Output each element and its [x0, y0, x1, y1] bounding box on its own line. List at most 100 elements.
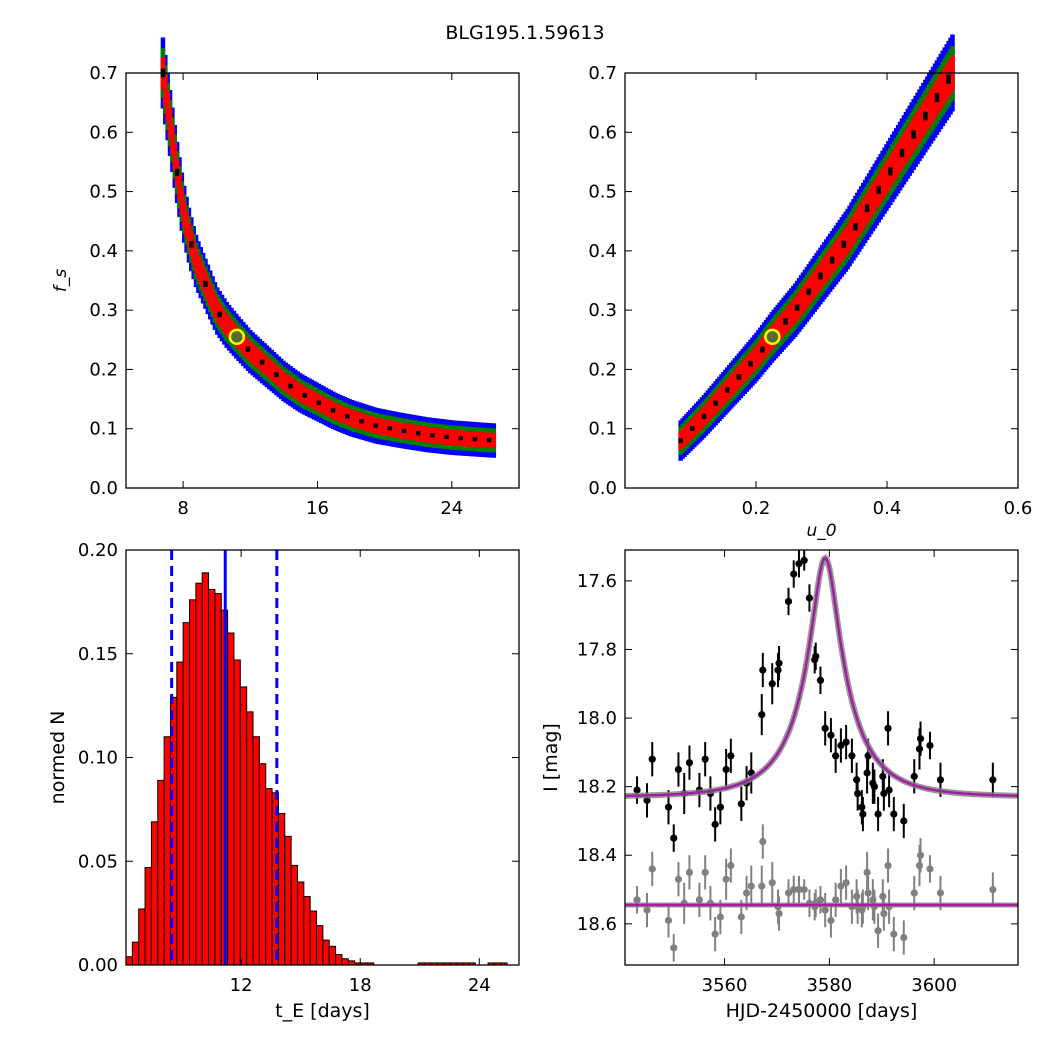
contour-best-cell — [217, 311, 222, 318]
data-point — [842, 879, 850, 887]
contour-2sigma-cell — [827, 242, 833, 284]
contour-2sigma-cell — [427, 422, 433, 448]
contour-1sigma-cell — [241, 334, 246, 354]
contour-2sigma-cell — [707, 394, 713, 426]
contour-2sigma-cell — [290, 373, 296, 402]
contour-1sigma-cell — [738, 364, 744, 386]
histogram-bar — [131, 941, 140, 966]
contour-2sigma-cell — [224, 308, 230, 342]
data-point — [737, 800, 745, 808]
contour-3sigma-cell — [946, 40, 951, 118]
contour-3sigma-cell — [472, 421, 478, 457]
contour-3sigma-cell — [252, 334, 258, 378]
contour-1sigma-cell — [833, 241, 839, 269]
contour-2sigma-cell — [948, 49, 953, 103]
contour-3sigma-cell — [458, 420, 463, 456]
contour-2sigma-cell — [437, 423, 442, 449]
x-tick-label: 8 — [177, 498, 188, 519]
contour-3sigma-cell — [309, 379, 315, 419]
contour-2sigma-cell — [711, 390, 716, 421]
contour-3sigma-cell — [460, 421, 466, 456]
contour-3sigma-cell — [833, 225, 839, 285]
x-tick-label: 16 — [306, 498, 329, 519]
contour-3sigma-cell — [886, 141, 891, 208]
contour-3sigma-cell — [328, 390, 333, 428]
data-point — [811, 656, 819, 664]
contour-1sigma-cell — [293, 380, 298, 399]
contour-1sigma-cell — [899, 137, 905, 169]
contour-2sigma-cell — [713, 387, 718, 419]
x-axis-label: u_0 — [806, 521, 836, 541]
y-axis-label: I [mag] — [540, 723, 562, 792]
contour-3sigma-cell — [907, 105, 913, 176]
contour-3sigma-cell — [940, 50, 946, 127]
contour-layer-3 — [160, 68, 492, 443]
contour-1sigma-cell — [276, 367, 281, 386]
contour-2sigma-cell — [245, 333, 251, 365]
data-point — [800, 556, 808, 564]
contour-2sigma-cell — [489, 428, 494, 453]
contour-3sigma-cell — [278, 358, 284, 400]
contour-3sigma-cell — [892, 131, 897, 200]
contour-3sigma-cell — [333, 392, 338, 431]
contour-2sigma-cell — [837, 228, 843, 271]
contour-3sigma-cell — [926, 73, 932, 147]
contour-1sigma-cell — [779, 314, 784, 338]
contour-3sigma-cell — [425, 417, 430, 453]
contour-1sigma-cell — [196, 255, 201, 279]
contour-1sigma-cell — [297, 383, 303, 402]
data-point — [775, 909, 783, 918]
contour-1sigma-cell — [810, 273, 815, 300]
contour-3sigma-cell — [479, 422, 485, 457]
contour-best-cell — [759, 346, 765, 353]
contour-1sigma-cell — [765, 331, 771, 354]
contour-2sigma-cell — [812, 264, 817, 304]
data-point — [784, 889, 793, 897]
contour-2sigma-cell — [835, 231, 841, 273]
contour-3sigma-cell — [917, 89, 922, 162]
contour-3sigma-cell — [864, 176, 870, 241]
model-curve — [625, 556, 1019, 798]
contour-2sigma-cell — [872, 173, 878, 219]
contour-3sigma-cell — [814, 253, 819, 310]
contour-3sigma-cell — [449, 420, 454, 455]
histogram-bar — [424, 962, 432, 966]
contour-2sigma-cell — [911, 109, 916, 160]
contour-2sigma-cell — [295, 377, 300, 405]
data-point — [859, 810, 867, 818]
contour-2sigma-cell — [347, 404, 352, 431]
contour-3sigma-cell — [756, 330, 761, 380]
contour-3sigma-cell — [829, 230, 835, 290]
contour-2sigma-cell — [709, 392, 714, 423]
contour-3sigma-cell — [771, 309, 777, 361]
contour-1sigma-cell — [479, 431, 485, 448]
contour-1sigma-cell — [460, 430, 466, 447]
data-point — [695, 896, 704, 904]
contour-1sigma-cell — [437, 428, 442, 444]
contour-1sigma-cell — [839, 233, 845, 261]
contour-2sigma-cell — [765, 324, 771, 360]
contour-1sigma-cell — [853, 212, 858, 241]
data-point — [701, 755, 709, 763]
histogram-bar — [220, 609, 229, 966]
contour-2sigma-cell — [897, 131, 903, 181]
contour-2sigma-cell — [196, 248, 201, 286]
contour-2sigma-cell — [423, 422, 428, 447]
contour-2sigma-cell — [705, 396, 711, 428]
contour-1sigma-cell — [926, 93, 932, 127]
contour-2sigma-cell — [701, 401, 707, 432]
contour-3sigma-cell — [255, 336, 260, 380]
contour-1sigma-cell — [373, 417, 378, 434]
contour-2sigma-cell — [717, 383, 722, 415]
contour-3sigma-cell — [816, 250, 821, 307]
data-point — [821, 724, 829, 732]
y-tick-label: 0.6 — [89, 122, 118, 143]
contour-1sigma-cell — [311, 391, 317, 409]
contour-1sigma-cell — [278, 369, 284, 388]
contour-best-cell — [876, 185, 881, 194]
contour-3sigma-cell — [721, 372, 726, 417]
contour-1sigma-cell — [406, 423, 411, 440]
contour-1sigma-cell — [451, 429, 456, 446]
contour-1sigma-cell — [434, 428, 440, 444]
data-point — [842, 738, 850, 746]
